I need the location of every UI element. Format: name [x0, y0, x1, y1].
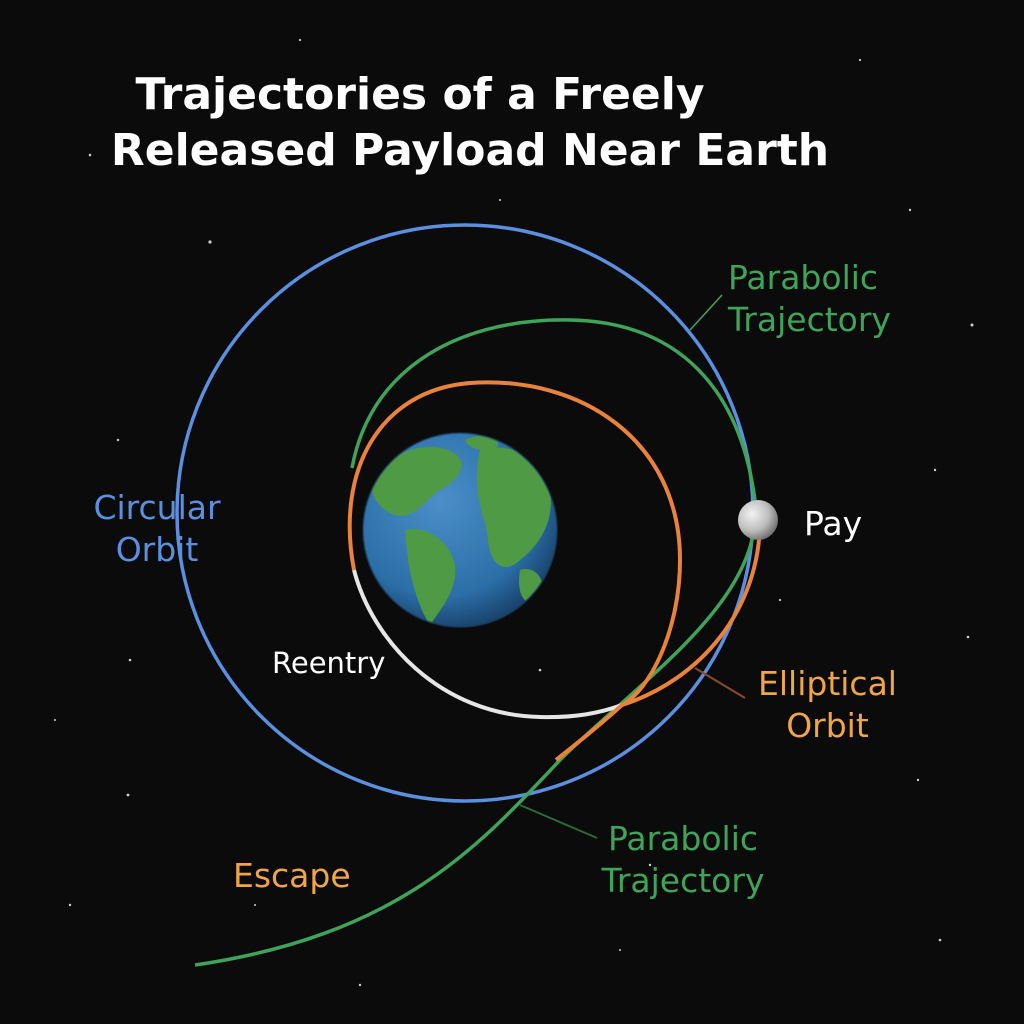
- star-field: [54, 38, 974, 987]
- payload-sphere-icon: [738, 500, 778, 540]
- earth-globe-icon: [362, 432, 558, 628]
- elliptical-orbit-label: Elliptical Orbit: [745, 663, 910, 747]
- circular-orbit-label: Circular Orbit: [82, 487, 232, 571]
- circular-line-2: Orbit: [115, 530, 199, 569]
- parabolic-bottom-line-1: Parabolic: [607, 819, 759, 858]
- elliptical-orbit-path: [347, 380, 683, 707]
- elliptical-line-2: Orbit: [786, 706, 869, 745]
- parabolic-top-line-1: Parabolic: [728, 258, 879, 297]
- parabolic-top-line-2: Trajectory: [728, 300, 891, 339]
- parabolic-bottom-leader-line: [519, 804, 598, 839]
- escape-trajectory-path: [194, 499, 758, 967]
- parabolic-trajectory-upper-path: [350, 318, 757, 501]
- elliptical-orbit-outer-path: [554, 519, 762, 762]
- circular-line-1: Circular: [93, 488, 221, 527]
- elliptical-leader-line: [694, 667, 746, 699]
- payload-label: Pay: [804, 504, 863, 543]
- title-line-1: Trajectories of a Freely: [135, 69, 705, 120]
- reentry-label: Reentry: [272, 646, 386, 680]
- parabolic-bottom-line-2: Trajectory: [601, 861, 765, 900]
- parabolic-top-leader-line: [689, 294, 723, 331]
- reentry-path: [352, 569, 623, 720]
- title-line-2: Released Payload Near Earth: [110, 125, 830, 176]
- parabolic-trajectory-label-bottom: Parabolic Trajectory: [588, 818, 778, 902]
- parabolic-trajectory-label-top: Parabolic Trajectory: [728, 257, 891, 341]
- elliptical-line-1: Elliptical: [758, 664, 897, 703]
- escape-label: Escape: [233, 856, 351, 895]
